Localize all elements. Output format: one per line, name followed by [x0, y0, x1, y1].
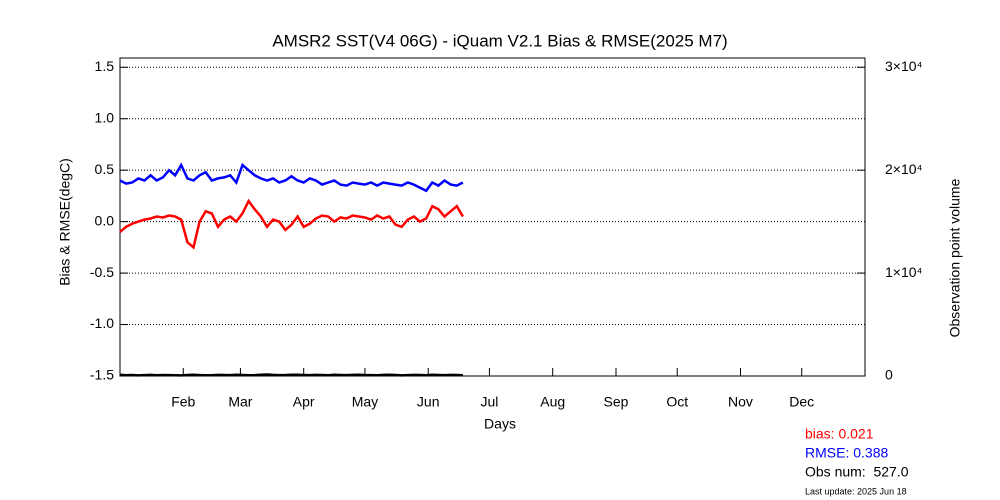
y-tick-label: 0.5	[95, 161, 115, 177]
x-tick-label: Feb	[171, 394, 195, 410]
x-tick-label: Sep	[604, 394, 629, 410]
x-tick-label: Oct	[666, 394, 688, 410]
y-tick-label: -0.5	[90, 264, 114, 280]
stat-annotation: Obs num: 527.0	[805, 464, 909, 480]
x-tick-label: Aug	[540, 394, 565, 410]
y-tick-label: -1.0	[90, 315, 114, 331]
series-line	[119, 162, 464, 193]
series-line	[119, 198, 464, 250]
y2-tick-label: 2×10⁴	[885, 161, 923, 177]
x-tick-label: Apr	[293, 394, 315, 410]
y2-axis-label: Observation point volume	[947, 178, 963, 337]
x-axis-label: Days	[484, 416, 516, 432]
y-tick-label: 1.0	[95, 109, 115, 125]
y2-tick-label: 1×10⁴	[885, 264, 923, 280]
stat-annotation: RMSE: 0.388	[805, 445, 888, 461]
stat-annotation: Last update: 2025 Jun 18	[805, 486, 907, 496]
y-axis-label: Bias & RMSE(degC)	[57, 158, 73, 286]
stat-annotation: bias: 0.021	[805, 426, 874, 442]
x-tick-label: Dec	[789, 394, 814, 410]
x-tick-label: May	[352, 394, 378, 410]
y2-tick-label: 3×10⁴	[885, 58, 923, 74]
y-tick-label: 0.0	[95, 212, 115, 228]
x-tick-label: Nov	[728, 394, 753, 410]
y-tick-label: 1.5	[95, 58, 115, 74]
series-line	[119, 373, 463, 377]
x-tick-label: Jul	[480, 394, 498, 410]
y-tick-label: -1.5	[90, 367, 114, 383]
x-tick-label: Jun	[417, 394, 440, 410]
chart-title: AMSR2 SST(V4 06G) - iQuam V2.1 Bias & RM…	[272, 31, 727, 50]
y2-tick-label: 0	[885, 367, 893, 383]
x-tick-label: Mar	[228, 394, 252, 410]
